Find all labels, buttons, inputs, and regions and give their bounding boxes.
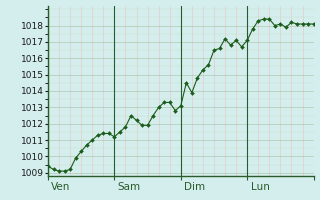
Text: Dim: Dim: [184, 182, 205, 192]
Text: Sam: Sam: [118, 182, 141, 192]
Text: Lun: Lun: [251, 182, 269, 192]
Text: Ven: Ven: [51, 182, 71, 192]
